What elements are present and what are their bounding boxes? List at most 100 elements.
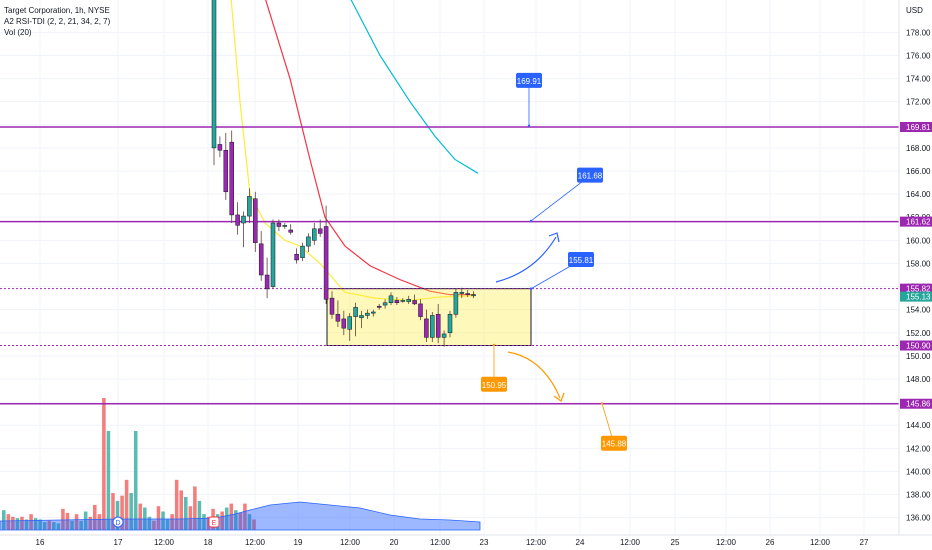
candle-body — [353, 307, 358, 317]
volume-bar — [229, 503, 234, 530]
volume-bar — [147, 516, 152, 530]
level-price-text: 155.82 — [906, 285, 931, 294]
callout-anchor — [529, 219, 533, 223]
callout-box — [481, 376, 507, 392]
price-callouts[interactable]: 169.91 161.68 155.81 150.95 145.88 — [481, 72, 627, 451]
event-marker-label: E — [212, 520, 217, 527]
callout-box — [601, 435, 627, 451]
price-tick-label: 164.00 — [906, 190, 931, 199]
time-tick-label: 24 — [576, 538, 585, 547]
currency-label: USD — [906, 6, 923, 15]
callout-box — [568, 251, 594, 267]
volume-bar — [61, 508, 65, 530]
volume-bar — [24, 519, 29, 530]
ma-yellow-line — [230, 0, 476, 302]
candle-body — [247, 196, 252, 217]
volume-bar — [129, 493, 133, 530]
candle-body — [424, 318, 429, 338]
price-tick-label: 158.00 — [906, 259, 931, 268]
candle-body — [471, 294, 476, 297]
volume-bar — [74, 514, 79, 530]
candle-body — [453, 292, 459, 315]
projection-arrows — [495, 232, 565, 402]
volume-bar — [188, 506, 193, 530]
level-price-tag — [900, 121, 932, 132]
volume-bar — [184, 497, 188, 530]
callout-anchor — [527, 124, 531, 128]
candle-body — [388, 295, 394, 303]
volume-bar — [115, 500, 120, 530]
volume-bar — [70, 520, 74, 530]
ma-red-line — [265, 0, 475, 296]
volume-bar — [234, 510, 238, 530]
time-tick-label: 16 — [36, 538, 45, 547]
candle-body — [406, 299, 411, 302]
volume-bar — [156, 506, 161, 530]
volume-bar — [165, 519, 170, 530]
candlesticks[interactable] — [211, 0, 476, 347]
candle-body — [400, 300, 406, 302]
candle-body — [264, 274, 270, 290]
time-tick-label: 17 — [114, 538, 123, 547]
volume-bar — [111, 493, 115, 530]
time-tick-label: 19 — [294, 538, 303, 547]
volume-bar — [15, 518, 20, 530]
volume-bar — [152, 520, 156, 530]
price-tick-label: 172.00 — [906, 98, 931, 107]
volume-bar — [102, 398, 106, 530]
candle-body — [371, 311, 376, 314]
time-tick-label: 12:00 — [154, 538, 175, 547]
candle-body — [288, 229, 293, 233]
time-tick-label: 12:00 — [245, 538, 266, 547]
range-box[interactable] — [326, 288, 532, 346]
candle-body — [365, 312, 370, 316]
level-price-text: 169.81 — [906, 123, 931, 132]
callout-anchor — [492, 343, 496, 347]
volume-bar — [29, 514, 33, 530]
candle-body — [459, 292, 465, 294]
volume-bar — [202, 514, 206, 530]
price-tick-label: 138.00 — [906, 491, 931, 500]
candle-body — [258, 243, 264, 276]
horizontal-levels[interactable] — [0, 126, 899, 405]
time-tick-label: 18 — [204, 538, 213, 547]
callout-anchor — [600, 402, 604, 405]
volume-bar — [2, 510, 6, 530]
volume-label: Vol (20) — [4, 28, 32, 37]
volume-bar — [224, 507, 229, 530]
volume-bars — [0, 398, 481, 531]
indicator-label: A2 RSI-TDI (2, 2, 21, 34, 2, 7) — [4, 17, 111, 26]
volume-bar — [252, 519, 256, 530]
time-tick-label: 20 — [390, 538, 399, 547]
volume-bar — [88, 516, 92, 530]
earnings-marker — [208, 516, 220, 528]
candle-body — [282, 225, 288, 227]
candle-body — [335, 314, 341, 322]
volume-bar — [220, 511, 224, 530]
volume-bar — [174, 479, 179, 530]
bearish-projection-arrow — [507, 351, 561, 399]
candle-body — [382, 302, 388, 306]
candle-body — [394, 300, 400, 303]
price-tick-label: 142.00 — [906, 444, 931, 453]
volume-bar — [6, 514, 11, 530]
callout-label: 155.81 — [569, 256, 594, 265]
volume-bar — [79, 520, 83, 530]
price-tick-label: 178.00 — [906, 28, 931, 37]
price-tick-label: 152.00 — [906, 329, 931, 338]
volume-bar — [47, 520, 52, 530]
candle-body — [241, 215, 246, 224]
chart-legend: Target Corporation, 1h, NYSE A2 RSI-TDI … — [4, 5, 110, 38]
volume-bar — [238, 512, 243, 530]
price-axis[interactable]: USD 136.00138.00140.00142.00144.00146.00… — [898, 0, 932, 535]
volume-bar — [106, 431, 111, 530]
price-tick-label: 136.00 — [906, 514, 931, 523]
time-axis[interactable]: 16 17 12:00 18 12:00 19 12:00 20 12:00 23 12:00 24 1… — [0, 534, 932, 547]
volume-bar — [120, 495, 124, 530]
volume-bar — [56, 523, 61, 530]
time-tick-label: 23 — [480, 538, 489, 547]
price-tick-label: 166.00 — [906, 167, 931, 176]
volume-bar — [38, 519, 42, 530]
